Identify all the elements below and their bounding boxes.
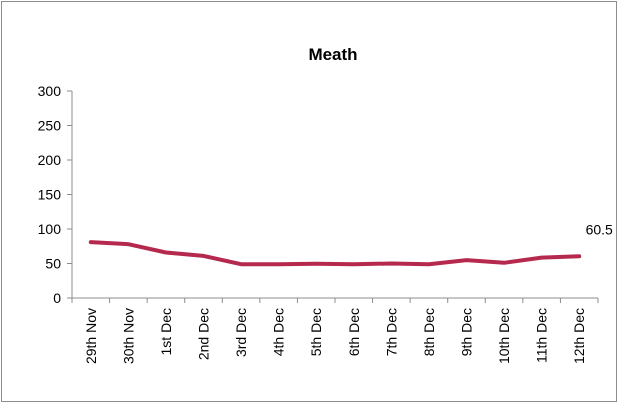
x-tick-label: 12th Dec [571,308,587,364]
y-tick-label: 0 [53,290,61,306]
x-tick-label: 8th Dec [421,308,437,356]
data-point [577,254,581,258]
x-tick-label: 1st Dec [158,308,174,355]
y-tick-label: 150 [38,187,62,203]
data-point [89,240,93,244]
x-tick-label: 9th Dec [459,308,475,356]
y-tick-label: 300 [38,83,62,99]
data-point [352,262,356,266]
x-tick-label: 2nd Dec [196,308,212,360]
x-tick-label: 3rd Dec [233,308,249,357]
data-point [540,256,544,260]
y-tick-label: 250 [38,118,62,134]
y-tick-label: 100 [38,221,62,237]
data-point [389,262,393,265]
x-tick-label: 4th Dec [271,308,287,356]
x-tick-label: 29th Nov [83,308,99,364]
x-tick-label: 6th Dec [346,308,362,356]
x-tick-label: 5th Dec [308,308,324,356]
data-point [427,262,431,266]
x-tick-label: 30th Nov [120,308,136,364]
data-point [126,242,130,246]
x-tick-label: 10th Dec [496,308,512,364]
chart-title: Meath [308,45,357,64]
x-tick-label: 7th Dec [383,308,399,356]
data-point [202,254,205,258]
x-tick-label: 11th Dec [534,308,550,363]
data-point [502,261,506,265]
data-point [465,258,468,262]
chart-frame: Meath 0 50 100 150 200 250 300 29th Nov 30th No… [1,1,617,402]
data-point [239,262,243,266]
data-point [277,262,281,266]
data-label: 60.5 [586,221,613,237]
data-point [314,262,318,266]
series-line [88,240,582,267]
y-tick-label: 200 [38,152,62,168]
y-tick-label: 50 [45,256,61,272]
data-point [164,250,168,254]
